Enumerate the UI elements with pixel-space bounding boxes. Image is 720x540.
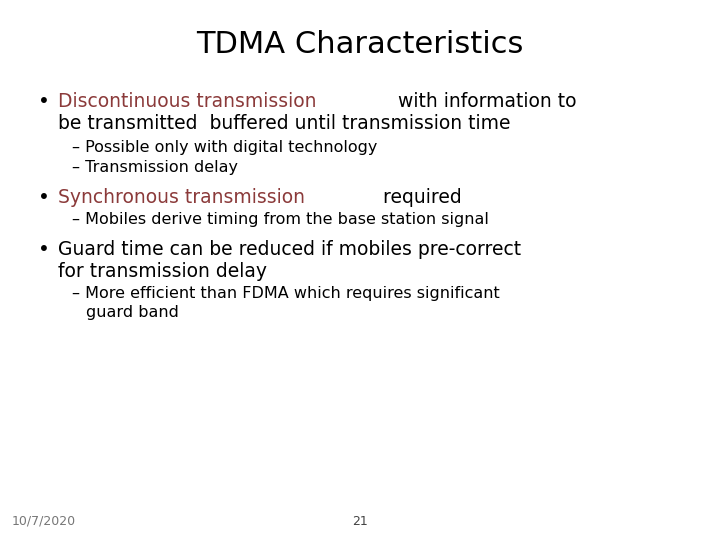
Text: •: • xyxy=(38,240,50,259)
Text: 21: 21 xyxy=(352,515,368,528)
Text: •: • xyxy=(38,92,50,111)
Text: – Possible only with digital technology: – Possible only with digital technology xyxy=(72,140,377,155)
Text: Synchronous transmission: Synchronous transmission xyxy=(58,188,305,207)
Text: – More efficient than FDMA which requires significant: – More efficient than FDMA which require… xyxy=(72,286,500,301)
Text: with information to: with information to xyxy=(392,92,576,111)
Text: – Mobiles derive timing from the base station signal: – Mobiles derive timing from the base st… xyxy=(72,212,489,227)
Text: 10/7/2020: 10/7/2020 xyxy=(12,515,76,528)
Text: Guard time can be reduced if mobiles pre-correct: Guard time can be reduced if mobiles pre… xyxy=(58,240,521,259)
Text: TDMA Characteristics: TDMA Characteristics xyxy=(197,30,523,59)
Text: required: required xyxy=(377,188,462,207)
Text: be transmitted  buffered until transmission time: be transmitted buffered until transmissi… xyxy=(58,114,510,133)
Text: – Transmission delay: – Transmission delay xyxy=(72,160,238,175)
Text: guard band: guard band xyxy=(86,305,179,320)
Text: for transmission delay: for transmission delay xyxy=(58,262,267,281)
Text: Discontinuous transmission: Discontinuous transmission xyxy=(58,92,317,111)
Text: •: • xyxy=(38,188,50,207)
